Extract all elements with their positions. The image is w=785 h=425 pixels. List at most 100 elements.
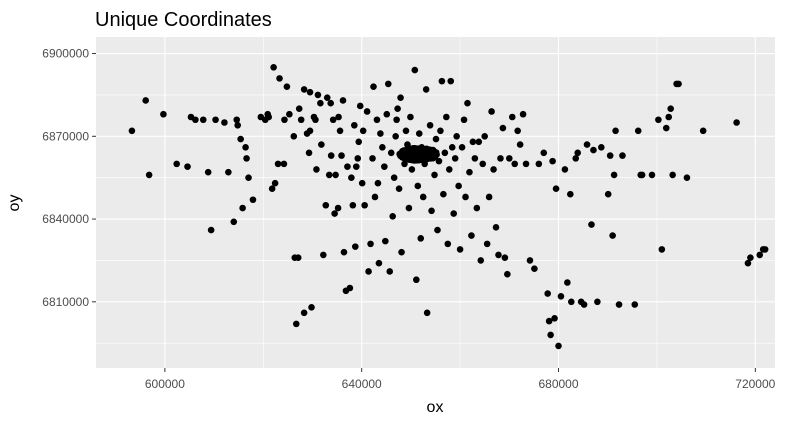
data-point bbox=[336, 127, 344, 135]
data-point bbox=[325, 171, 333, 179]
data-point bbox=[334, 204, 342, 212]
data-point bbox=[327, 152, 335, 159]
data-point bbox=[393, 116, 400, 124]
data-point bbox=[313, 166, 320, 173]
data-point bbox=[294, 254, 302, 261]
data-point bbox=[405, 204, 413, 212]
data-point bbox=[339, 97, 347, 104]
data-point bbox=[580, 301, 588, 308]
data-point bbox=[479, 160, 487, 168]
data-point bbox=[658, 246, 666, 253]
data-point bbox=[456, 246, 464, 253]
data-point bbox=[423, 309, 431, 317]
data-point bbox=[462, 193, 469, 201]
data-point bbox=[389, 212, 396, 220]
data-point bbox=[356, 102, 364, 110]
plot-panel bbox=[96, 37, 775, 368]
data-point bbox=[609, 232, 616, 239]
data-point bbox=[381, 163, 388, 170]
data-point bbox=[374, 179, 382, 187]
data-point bbox=[495, 251, 502, 259]
data-point bbox=[544, 290, 551, 297]
data-point bbox=[371, 193, 379, 201]
data-point bbox=[295, 105, 303, 113]
data-point bbox=[199, 116, 207, 124]
data-point bbox=[683, 174, 691, 181]
data-point bbox=[230, 218, 238, 226]
data-point bbox=[173, 160, 180, 168]
data-point bbox=[365, 268, 372, 275]
data-point bbox=[450, 210, 458, 217]
data-point bbox=[555, 342, 562, 350]
data-point bbox=[192, 116, 199, 124]
data-point bbox=[276, 75, 283, 82]
data-point bbox=[411, 150, 418, 158]
data-point bbox=[547, 331, 554, 339]
data-points bbox=[128, 64, 769, 350]
data-point bbox=[434, 226, 441, 234]
data-point bbox=[438, 77, 446, 85]
data-point bbox=[369, 155, 376, 162]
data-point bbox=[286, 110, 293, 118]
data-point bbox=[352, 163, 360, 170]
data-point bbox=[568, 298, 575, 306]
data-point bbox=[323, 94, 331, 101]
data-point bbox=[499, 124, 507, 132]
data-point bbox=[631, 301, 639, 308]
data-point bbox=[610, 171, 618, 179]
data-point bbox=[526, 257, 534, 264]
data-point bbox=[207, 226, 215, 234]
data-point bbox=[665, 113, 673, 121]
data-point bbox=[473, 204, 481, 212]
data-point bbox=[443, 113, 450, 121]
data-point bbox=[432, 135, 440, 143]
chart-title: Unique Coordinates bbox=[95, 9, 272, 31]
data-point bbox=[329, 116, 337, 124]
data-point bbox=[638, 171, 646, 179]
data-point bbox=[221, 119, 228, 126]
data-point bbox=[447, 77, 455, 85]
data-point bbox=[387, 149, 395, 157]
data-point bbox=[655, 116, 662, 124]
data-point bbox=[407, 113, 414, 121]
data-point bbox=[395, 185, 403, 193]
data-point bbox=[344, 163, 351, 170]
data-point bbox=[458, 144, 466, 151]
data-point bbox=[354, 155, 362, 162]
data-point bbox=[426, 121, 434, 129]
data-point bbox=[401, 160, 408, 168]
data-point bbox=[397, 94, 404, 101]
data-point bbox=[332, 171, 339, 179]
data-point bbox=[386, 268, 394, 275]
data-point bbox=[667, 105, 674, 113]
data-point bbox=[384, 80, 392, 88]
y-tick-label: 6840000 bbox=[42, 212, 89, 226]
y-axis-title: oy bbox=[6, 195, 23, 212]
x-axis-title: ox bbox=[427, 399, 444, 416]
data-point bbox=[249, 196, 257, 204]
data-point bbox=[375, 259, 383, 267]
data-point bbox=[358, 179, 366, 187]
data-point bbox=[290, 133, 298, 140]
data-point bbox=[506, 155, 513, 162]
data-point bbox=[604, 190, 612, 198]
data-point bbox=[142, 97, 149, 104]
data-point bbox=[606, 152, 614, 159]
data-point bbox=[379, 144, 386, 151]
data-point bbox=[483, 240, 491, 248]
data-point bbox=[561, 166, 569, 173]
data-point bbox=[598, 144, 605, 151]
data-point bbox=[455, 182, 462, 190]
data-point bbox=[128, 127, 136, 135]
data-point bbox=[574, 149, 581, 157]
y-tick-label: 6810000 bbox=[42, 295, 89, 309]
data-point bbox=[619, 152, 626, 159]
data-point bbox=[535, 160, 543, 168]
data-point bbox=[373, 116, 381, 124]
data-point bbox=[453, 133, 460, 140]
data-point bbox=[283, 83, 291, 90]
data-point bbox=[615, 301, 623, 308]
data-point bbox=[475, 138, 483, 146]
data-point bbox=[733, 119, 740, 126]
data-point bbox=[504, 270, 511, 278]
